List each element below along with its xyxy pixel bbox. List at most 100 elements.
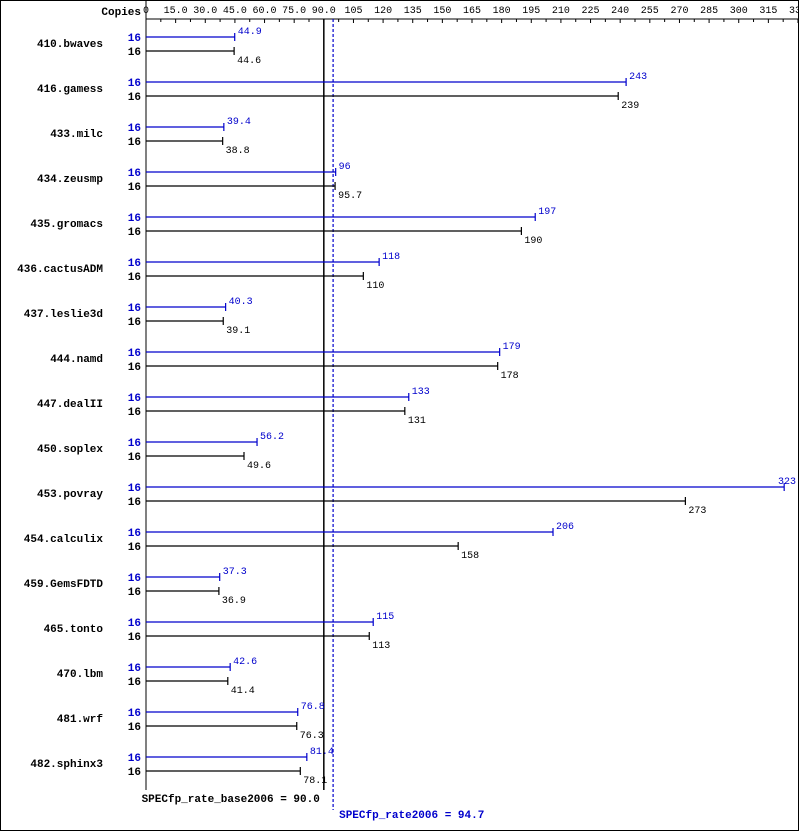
copies-peak: 16 xyxy=(128,123,141,135)
peak-value: 323 xyxy=(778,477,796,488)
benchmark-name: 453.povray xyxy=(37,489,103,501)
x-tick-label: 240 xyxy=(611,6,629,17)
peak-value: 81.4 xyxy=(310,747,334,758)
base-value: 78.1 xyxy=(303,776,327,787)
benchmark-name: 444.namd xyxy=(50,354,103,366)
copies-base: 16 xyxy=(128,407,141,419)
peak-value: 179 xyxy=(503,342,521,353)
peak-value: 206 xyxy=(556,522,574,533)
peak-value: 118 xyxy=(382,252,400,263)
copies-base: 16 xyxy=(128,182,141,194)
copies-peak: 16 xyxy=(128,213,141,225)
base-value: 76.3 xyxy=(300,731,324,742)
copies-header: Copies xyxy=(101,7,141,19)
base-value: 95.7 xyxy=(338,191,362,202)
x-tick-label: 0 xyxy=(143,6,149,17)
x-tick-label: 30.0 xyxy=(193,6,217,17)
base-value: 38.8 xyxy=(226,146,250,157)
base-value: 273 xyxy=(688,506,706,517)
chart-svg: 015.030.045.060.075.090.0105120135150165… xyxy=(1,1,798,830)
copies-base: 16 xyxy=(128,497,141,509)
base-value: 49.6 xyxy=(247,461,271,472)
copies-peak: 16 xyxy=(128,438,141,450)
copies-base: 16 xyxy=(128,632,141,644)
peak-value: 197 xyxy=(538,207,556,218)
x-tick-label: 330 xyxy=(789,6,798,17)
peak-value: 44.9 xyxy=(238,27,262,38)
peak-value: 37.3 xyxy=(223,567,247,578)
x-tick-label: 150 xyxy=(433,6,451,17)
x-tick-label: 180 xyxy=(493,6,511,17)
benchmark-name: 482.sphinx3 xyxy=(30,759,103,771)
spec-rate-chart: 015.030.045.060.075.090.0105120135150165… xyxy=(0,0,799,831)
x-tick-label: 135 xyxy=(404,6,422,17)
x-tick-label: 60.0 xyxy=(253,6,277,17)
copies-peak: 16 xyxy=(128,168,141,180)
peak-value: 39.4 xyxy=(227,117,251,128)
copies-peak: 16 xyxy=(128,348,141,360)
copies-base: 16 xyxy=(128,317,141,329)
x-tick-label: 45.0 xyxy=(223,6,247,17)
base-value: 158 xyxy=(461,551,479,562)
benchmark-name: 433.milc xyxy=(50,129,103,141)
base-value: 41.4 xyxy=(231,686,255,697)
base-value: 110 xyxy=(366,281,384,292)
copies-base: 16 xyxy=(128,542,141,554)
benchmark-name: 465.tonto xyxy=(44,624,104,636)
base-value: 113 xyxy=(372,641,390,652)
x-tick-label: 285 xyxy=(700,6,718,17)
copies-peak: 16 xyxy=(128,528,141,540)
ref-peak-label: SPECfp_rate2006 = 94.7 xyxy=(339,810,484,822)
benchmark-name: 450.soplex xyxy=(37,444,103,456)
base-value: 239 xyxy=(621,101,639,112)
peak-value: 56.2 xyxy=(260,432,284,443)
x-tick-label: 255 xyxy=(641,6,659,17)
base-value: 131 xyxy=(408,416,426,427)
copies-peak: 16 xyxy=(128,33,141,45)
peak-value: 243 xyxy=(629,72,647,83)
x-tick-label: 90.0 xyxy=(312,6,336,17)
x-tick-label: 300 xyxy=(730,6,748,17)
peak-value: 133 xyxy=(412,387,430,398)
copies-peak: 16 xyxy=(128,708,141,720)
x-tick-label: 210 xyxy=(552,6,570,17)
benchmark-name: 434.zeusmp xyxy=(37,174,103,186)
peak-value: 115 xyxy=(376,612,394,623)
copies-peak: 16 xyxy=(128,303,141,315)
x-tick-label: 270 xyxy=(670,6,688,17)
benchmark-name: 454.calculix xyxy=(24,534,104,546)
copies-peak: 16 xyxy=(128,753,141,765)
copies-base: 16 xyxy=(128,587,141,599)
peak-value: 40.3 xyxy=(229,297,253,308)
copies-base: 16 xyxy=(128,272,141,284)
copies-base: 16 xyxy=(128,227,141,239)
peak-value: 42.6 xyxy=(233,657,257,668)
benchmark-name: 435.gromacs xyxy=(30,219,103,231)
copies-peak: 16 xyxy=(128,573,141,585)
copies-peak: 16 xyxy=(128,663,141,675)
base-value: 36.9 xyxy=(222,596,246,607)
benchmark-name: 410.bwaves xyxy=(37,39,103,51)
benchmark-name: 447.dealII xyxy=(37,399,103,411)
base-value: 190 xyxy=(524,236,542,247)
copies-peak: 16 xyxy=(128,483,141,495)
benchmark-name: 481.wrf xyxy=(57,714,104,726)
x-tick-label: 225 xyxy=(582,6,600,17)
copies-base: 16 xyxy=(128,92,141,104)
copies-base: 16 xyxy=(128,722,141,734)
copies-base: 16 xyxy=(128,767,141,779)
x-tick-label: 120 xyxy=(374,6,392,17)
ref-base-label: SPECfp_rate_base2006 = 90.0 xyxy=(142,794,320,806)
base-value: 44.6 xyxy=(237,56,261,67)
copies-peak: 16 xyxy=(128,618,141,630)
base-value: 39.1 xyxy=(226,326,250,337)
benchmark-name: 416.gamess xyxy=(37,84,103,96)
benchmark-name: 459.GemsFDTD xyxy=(24,579,104,591)
peak-value: 96 xyxy=(339,162,351,173)
copies-base: 16 xyxy=(128,452,141,464)
x-tick-label: 165 xyxy=(463,6,481,17)
copies-peak: 16 xyxy=(128,78,141,90)
peak-value: 76.8 xyxy=(301,702,325,713)
x-tick-label: 75.0 xyxy=(282,6,306,17)
benchmark-name: 470.lbm xyxy=(57,669,104,681)
